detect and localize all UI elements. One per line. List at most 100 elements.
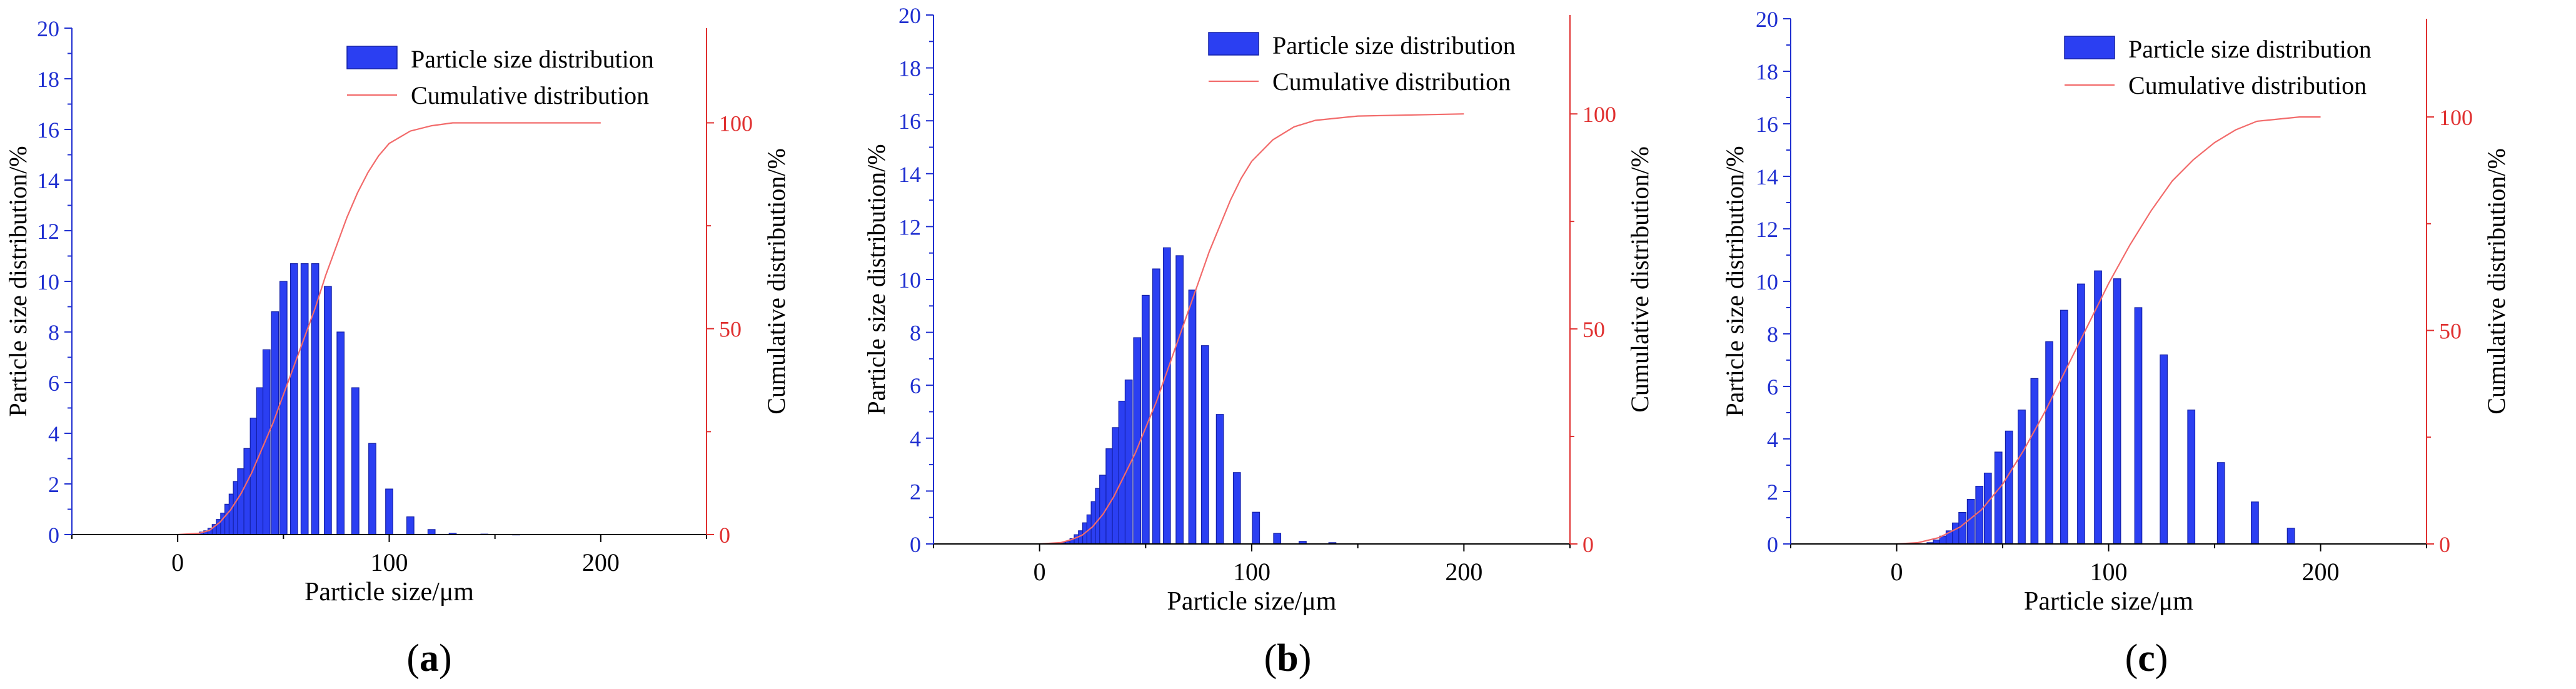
y-tick-label: 14 bbox=[898, 162, 921, 187]
y-tick-label: 12 bbox=[37, 219, 59, 244]
cumulative-line bbox=[178, 122, 601, 536]
y-tick-label: 6 bbox=[910, 373, 921, 398]
legend-line-label: Cumulative distribution bbox=[411, 81, 649, 109]
legend-bar-label: Particle size distribution bbox=[1272, 31, 1516, 59]
bar bbox=[1215, 414, 1224, 545]
y-tick-label: 12 bbox=[1756, 217, 1778, 242]
legend-bar-label: Particle size distribution bbox=[2128, 35, 2372, 63]
legend-line-label: Cumulative distribution bbox=[2128, 71, 2367, 99]
y-tick-label: 18 bbox=[37, 67, 59, 92]
y-tick-label: 10 bbox=[1756, 269, 1778, 294]
y2-tick-label: 0 bbox=[2439, 532, 2450, 557]
x-tick-label: 100 bbox=[2090, 558, 2128, 586]
bar bbox=[2251, 501, 2259, 545]
y-tick-label: 20 bbox=[37, 16, 59, 41]
y-axis-label: Particle size distribution/% bbox=[1721, 146, 1749, 416]
bar bbox=[1188, 289, 1197, 545]
y-tick-label: 2 bbox=[910, 479, 921, 504]
y2-tick-label: 100 bbox=[719, 111, 753, 136]
x-tick-label: 100 bbox=[371, 548, 408, 576]
bar bbox=[300, 263, 309, 535]
x-tick-label: 0 bbox=[1891, 558, 1903, 586]
panel-caption-c: (c) bbox=[2125, 637, 2168, 680]
y-tick-label: 6 bbox=[1767, 375, 1778, 400]
bar bbox=[289, 263, 298, 535]
bar bbox=[2060, 309, 2068, 545]
bar bbox=[1162, 247, 1171, 545]
y-tick-label: 2 bbox=[48, 472, 59, 497]
y-axis-label: Particle size distribution/% bbox=[4, 146, 32, 416]
bar bbox=[311, 263, 319, 535]
bar bbox=[1966, 498, 1975, 545]
y-tick-label: 6 bbox=[48, 371, 59, 396]
legend-bar-swatch bbox=[346, 46, 398, 69]
bar bbox=[351, 387, 360, 535]
bar bbox=[1975, 485, 1984, 545]
y-tick-label: 10 bbox=[898, 268, 921, 293]
bar bbox=[1958, 511, 1966, 545]
y-tick-label: 16 bbox=[37, 118, 59, 143]
bar bbox=[1200, 345, 1209, 545]
cumulative-line bbox=[1896, 116, 2321, 545]
y-tick-label: 8 bbox=[910, 321, 921, 346]
bar bbox=[1252, 511, 1260, 545]
bar bbox=[406, 516, 415, 535]
legend-bar-label: Particle size distribution bbox=[411, 45, 654, 73]
x-axis-label: Particle size/μm bbox=[304, 578, 474, 606]
y-tick-label: 20 bbox=[898, 3, 921, 28]
y-tick-label: 16 bbox=[898, 109, 921, 134]
bar bbox=[1175, 255, 1184, 545]
bar bbox=[2287, 528, 2295, 545]
y-tick-label: 16 bbox=[1756, 112, 1778, 137]
cumulative-line bbox=[1039, 113, 1464, 545]
panel-caption-a: (a) bbox=[406, 637, 452, 680]
bar bbox=[2187, 410, 2196, 545]
x-axis-label: Particle size/μm bbox=[2024, 587, 2193, 616]
y-tick-label: 18 bbox=[898, 56, 921, 81]
y2-tick-label: 50 bbox=[719, 317, 742, 342]
y-tick-label: 8 bbox=[48, 320, 59, 345]
bar bbox=[1994, 451, 2003, 545]
bar bbox=[368, 443, 376, 535]
legend-bar-swatch bbox=[1208, 32, 1259, 56]
bar bbox=[2113, 278, 2121, 545]
x-tick-label: 200 bbox=[582, 548, 620, 576]
y-tick-label: 4 bbox=[1767, 427, 1778, 452]
y-tick-label: 4 bbox=[48, 421, 59, 446]
bar bbox=[2134, 307, 2143, 545]
bar bbox=[1273, 533, 1282, 545]
bar bbox=[279, 281, 288, 535]
y-tick-label: 0 bbox=[910, 532, 921, 557]
y-tick-label: 0 bbox=[48, 523, 59, 548]
x-tick-label: 0 bbox=[171, 548, 184, 576]
bar bbox=[2094, 270, 2102, 545]
y-tick-label: 2 bbox=[1767, 480, 1778, 505]
bar bbox=[1232, 472, 1241, 545]
bar bbox=[1141, 294, 1150, 545]
y2-tick-label: 100 bbox=[2439, 105, 2473, 130]
bar bbox=[324, 286, 332, 535]
y-tick-label: 4 bbox=[910, 426, 921, 451]
y-tick-label: 10 bbox=[37, 269, 59, 294]
y-tick-label: 8 bbox=[1767, 322, 1778, 347]
y2-tick-label: 100 bbox=[1582, 102, 1616, 127]
y2-axis-label: Cumulative distribution/% bbox=[762, 148, 790, 415]
bar bbox=[262, 349, 271, 535]
y2-tick-label: 0 bbox=[1582, 532, 1594, 557]
bar bbox=[2005, 430, 2013, 545]
x-tick-label: 200 bbox=[2302, 558, 2340, 586]
y-tick-label: 0 bbox=[1767, 532, 1778, 557]
y2-tick-label: 0 bbox=[719, 523, 730, 548]
y-axis-label: Particle size distribution/% bbox=[862, 144, 890, 415]
y2-tick-label: 50 bbox=[2439, 319, 2462, 344]
y-tick-label: 14 bbox=[37, 168, 59, 193]
x-axis-label: Particle size/μm bbox=[1167, 587, 1337, 616]
x-tick-label: 200 bbox=[1445, 558, 1482, 586]
x-tick-label: 100 bbox=[1233, 558, 1270, 586]
bar bbox=[1983, 472, 1992, 545]
y2-tick-label: 50 bbox=[1582, 317, 1605, 342]
y-tick-label: 14 bbox=[1756, 164, 1778, 189]
x-tick-label: 0 bbox=[1034, 558, 1046, 586]
